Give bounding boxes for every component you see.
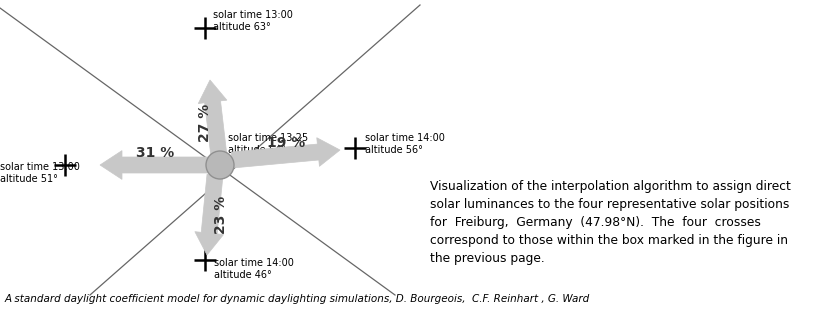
Text: 27 %: 27 %	[198, 103, 212, 142]
Text: 19 %: 19 %	[267, 136, 305, 150]
FancyArrow shape	[100, 151, 210, 179]
Text: 23 %: 23 %	[214, 196, 228, 234]
FancyArrow shape	[198, 80, 228, 166]
FancyArrow shape	[195, 174, 224, 255]
Text: A standard daylight coefficient model for dynamic daylighting simulations, D. Bo: A standard daylight coefficient model fo…	[5, 294, 590, 304]
Circle shape	[206, 151, 234, 179]
FancyArrow shape	[231, 138, 340, 168]
Text: solar time 13:00
altitude 51°: solar time 13:00 altitude 51°	[0, 162, 80, 184]
Text: Visualization of the interpolation algorithm to assign direct
solar luminances t: Visualization of the interpolation algor…	[430, 180, 791, 265]
Text: solar time 13:25
altitude 54°: solar time 13:25 altitude 54°	[228, 133, 308, 154]
Text: solar time 14:00
altitude 56°: solar time 14:00 altitude 56°	[365, 133, 445, 154]
Text: solar time 14:00
altitude 46°: solar time 14:00 altitude 46°	[214, 258, 294, 279]
Text: solar time 13:00
altitude 63°: solar time 13:00 altitude 63°	[213, 10, 293, 32]
Text: 31 %: 31 %	[136, 146, 174, 160]
